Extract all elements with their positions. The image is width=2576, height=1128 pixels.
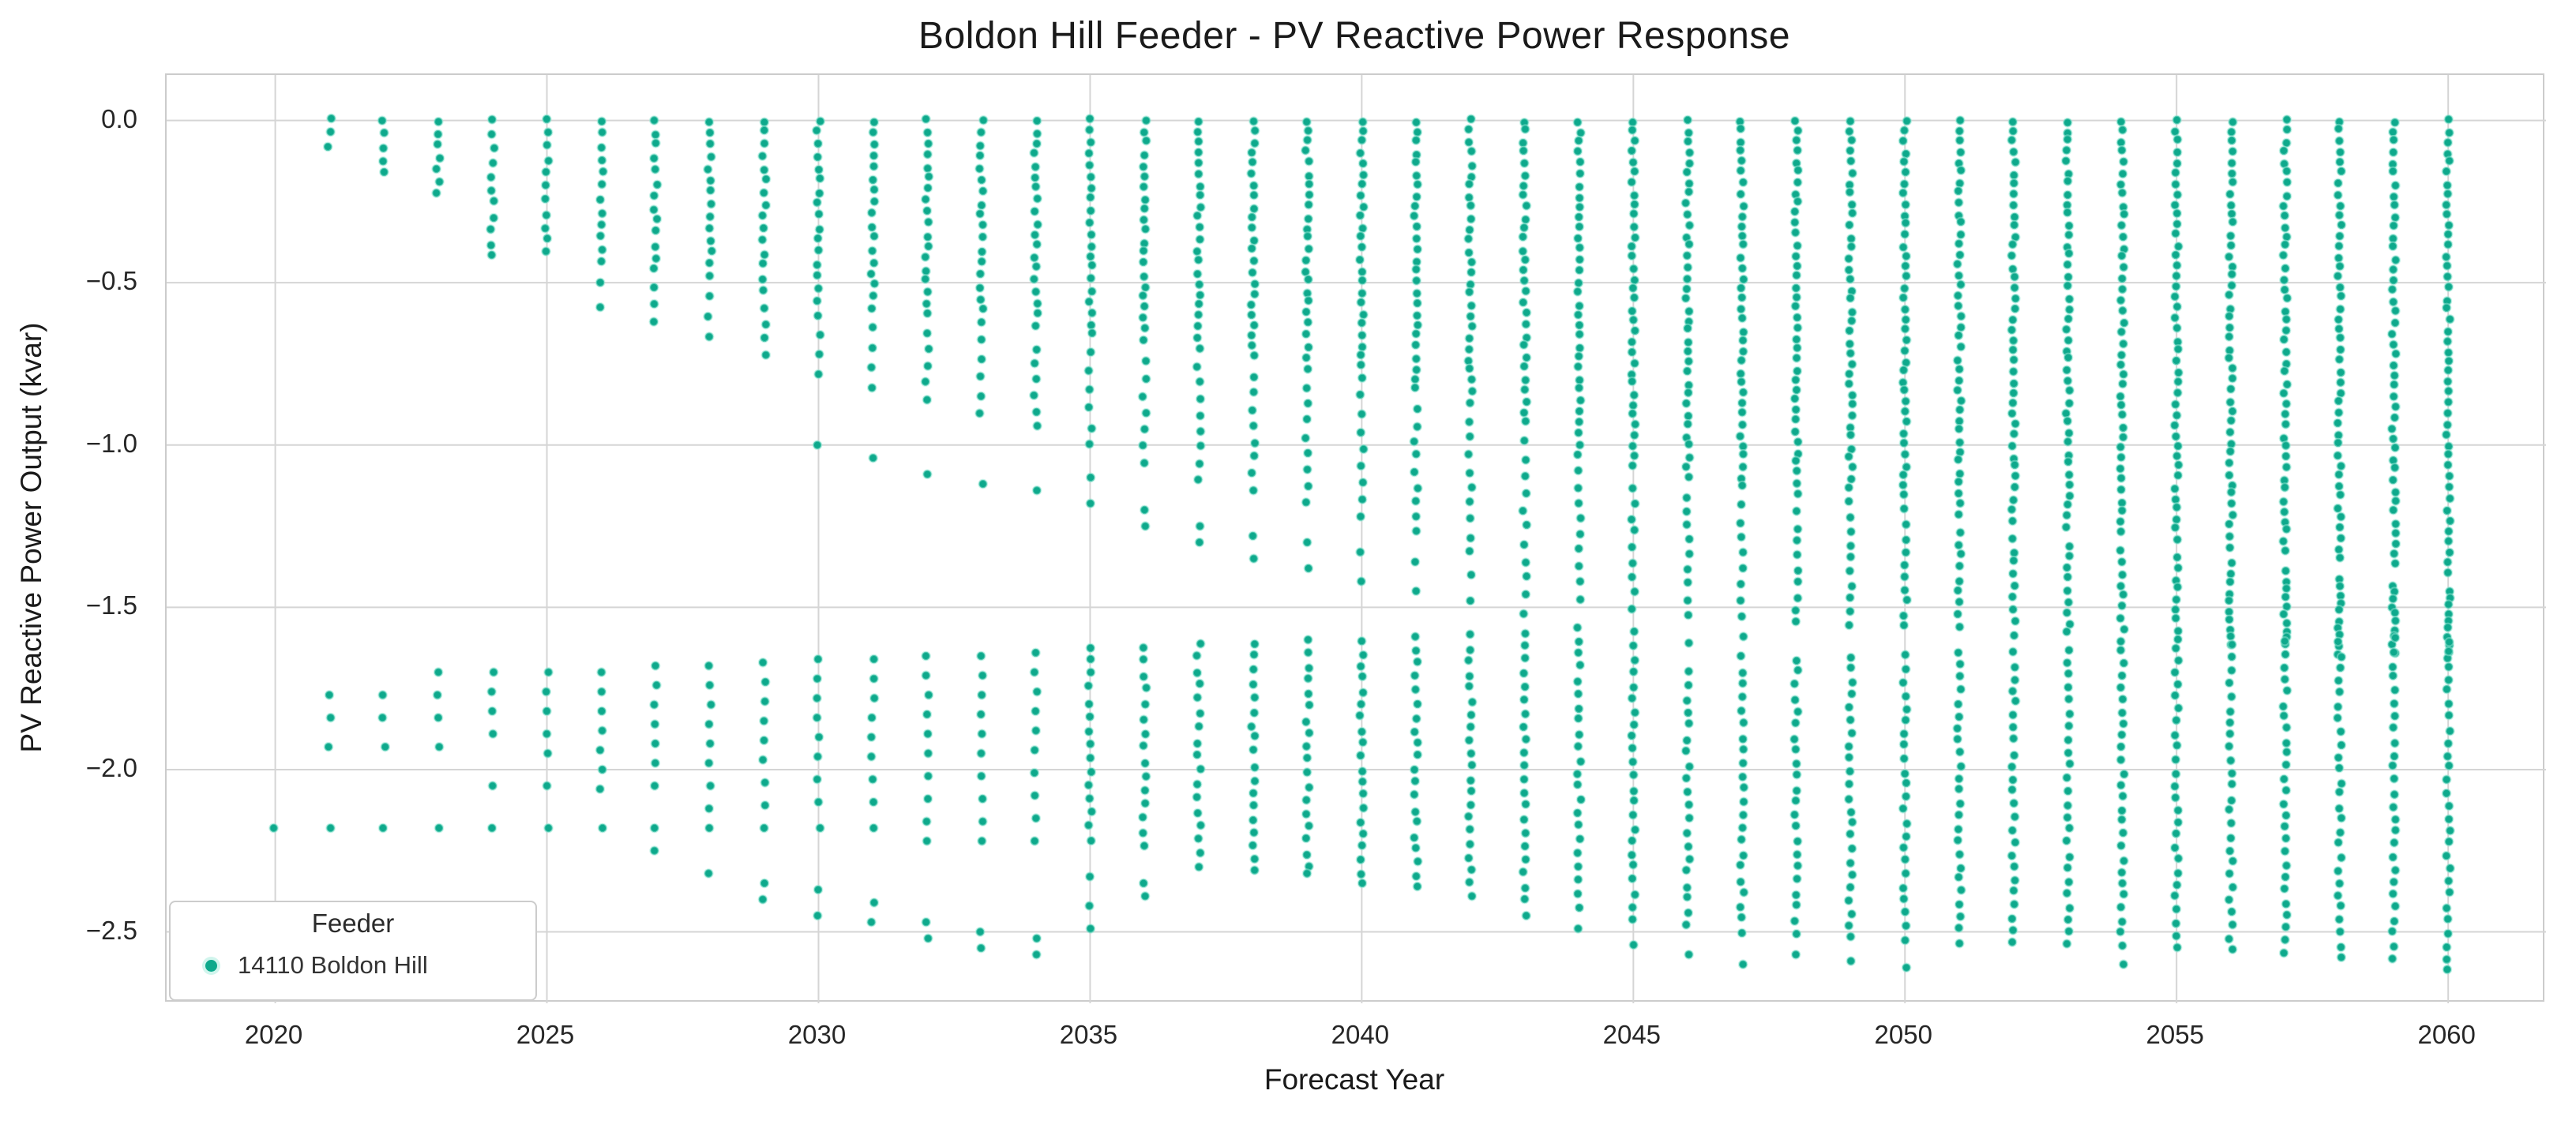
scatter-plot: [167, 75, 2546, 1003]
y-tick-label: −1.0: [85, 428, 137, 458]
legend-marker-dot-icon: [205, 959, 217, 972]
x-tick-label: 2060: [2417, 1020, 2476, 1049]
x-tick-label: 2040: [1331, 1020, 1390, 1049]
x-tick-label: 2050: [1874, 1020, 1932, 1049]
x-tick-label: 2035: [1059, 1020, 1118, 1049]
chart-title: Boldon Hill Feeder - PV Reactive Power R…: [918, 15, 1791, 57]
y-tick-label: −1.5: [85, 590, 137, 620]
x-tick-label: 2025: [516, 1020, 575, 1049]
y-tick-label: −0.5: [85, 266, 137, 296]
y-tick-label: −2.0: [85, 752, 137, 782]
x-axis-label: Forecast Year: [1264, 1063, 1445, 1096]
plot-area: [165, 73, 2546, 1003]
legend-title: Feeder: [311, 909, 395, 938]
legend: Feeder 14110 Boldon Hill: [169, 901, 537, 1001]
x-tick-label: 2045: [1602, 1020, 1662, 1049]
y-tick-label: 0.0: [101, 103, 137, 133]
x-tick-label: 2055: [2146, 1020, 2204, 1049]
legend-entry-label: 14110 Boldon Hill: [238, 951, 428, 979]
x-tick-label: 2020: [244, 1020, 303, 1049]
legend-entry: 14110 Boldon Hill: [205, 951, 535, 980]
y-axis-label: PV Reactive Power Output (kvar): [15, 322, 47, 753]
x-tick-label: 2030: [787, 1020, 847, 1049]
y-tick-label: −2.5: [85, 915, 137, 945]
